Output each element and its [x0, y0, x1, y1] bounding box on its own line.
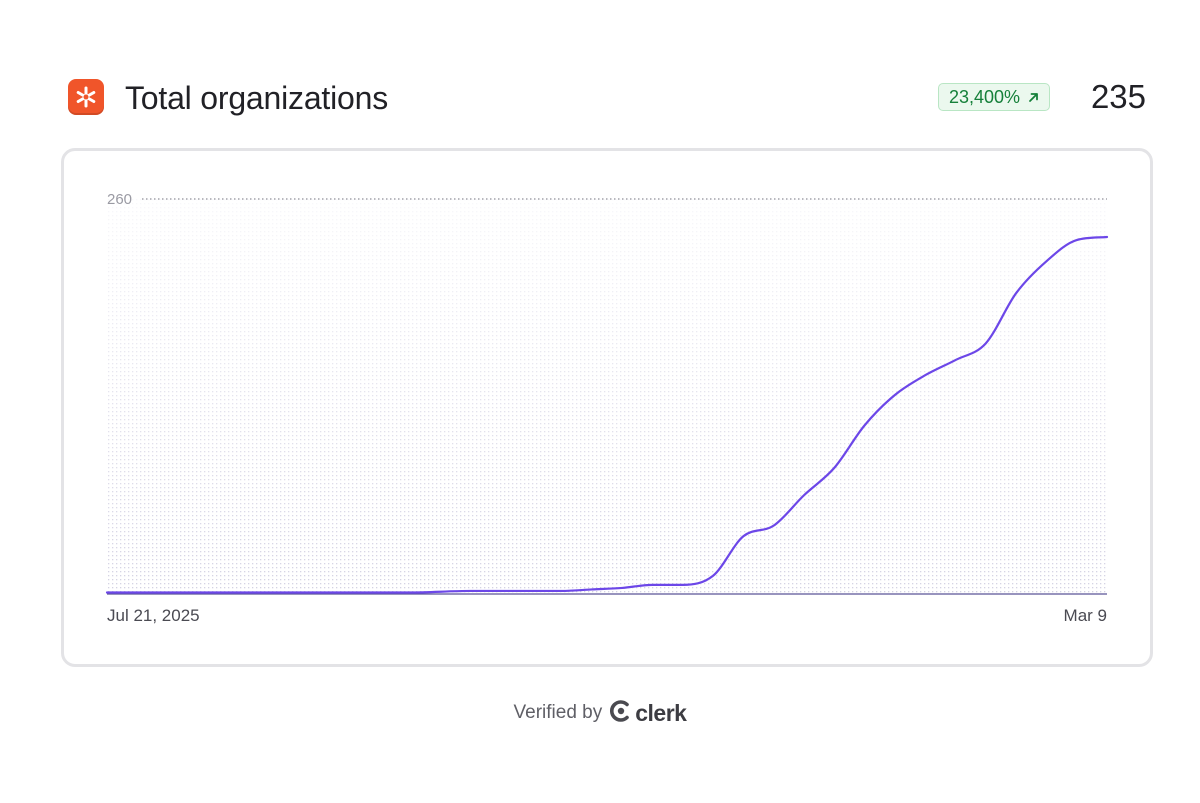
- series-point: [1043, 258, 1049, 264]
- series-point: [346, 589, 352, 595]
- asterisk-logo-icon: [68, 79, 104, 115]
- series-point: [892, 392, 898, 398]
- growth-badge: 23,400%: [938, 83, 1051, 111]
- series-point: [225, 589, 231, 595]
- footer: Verified by clerk: [0, 697, 1200, 729]
- series-point: [1074, 237, 1080, 243]
- series-point: [710, 573, 716, 579]
- series-point: [831, 465, 837, 471]
- series-point: [801, 492, 807, 498]
- chart-card: 260 Jul 21, 2025 Mar 9: [61, 148, 1153, 667]
- series-point: [922, 372, 928, 378]
- verified-by-text: Verified by: [513, 702, 603, 723]
- series-point: [165, 589, 171, 595]
- series-line: [105, 235, 1109, 594]
- series-point: [649, 582, 655, 588]
- clerk-brand: clerk: [610, 699, 687, 728]
- x-tick-label-end: Mar 9: [1064, 606, 1107, 625]
- series-point: [104, 589, 110, 595]
- series-point: [862, 422, 868, 428]
- clerk-brand-name: clerk: [635, 699, 687, 726]
- growth-badge-text: 23,400%: [949, 87, 1021, 107]
- series-point: [740, 533, 746, 539]
- page-title: Total organizations: [125, 80, 389, 116]
- y-tick-label-max: 260: [107, 191, 132, 208]
- series-point: [1104, 234, 1110, 240]
- series-point: [407, 589, 413, 595]
- chart: 260 Jul 21, 2025 Mar 9: [104, 191, 1110, 625]
- arrow-up-right-icon: [1028, 92, 1039, 103]
- series-point: [286, 589, 292, 595]
- total-value: 235: [1090, 78, 1146, 115]
- series-point: [589, 586, 595, 592]
- series-point: [952, 357, 958, 363]
- series-point: [559, 588, 565, 594]
- plot-background-fade: [107, 199, 1107, 594]
- series-point: [528, 588, 534, 594]
- header: Total organizations 23,400% 235: [68, 74, 1148, 120]
- series-point: [468, 588, 474, 594]
- x-tick-label-start: Jul 21, 2025: [107, 606, 200, 625]
- series-point: [771, 523, 777, 529]
- series-point: [619, 585, 625, 591]
- series-point: [680, 582, 686, 588]
- series-point: [1013, 290, 1019, 296]
- clerk-logo-icon: [610, 699, 632, 728]
- series-point: [983, 340, 989, 346]
